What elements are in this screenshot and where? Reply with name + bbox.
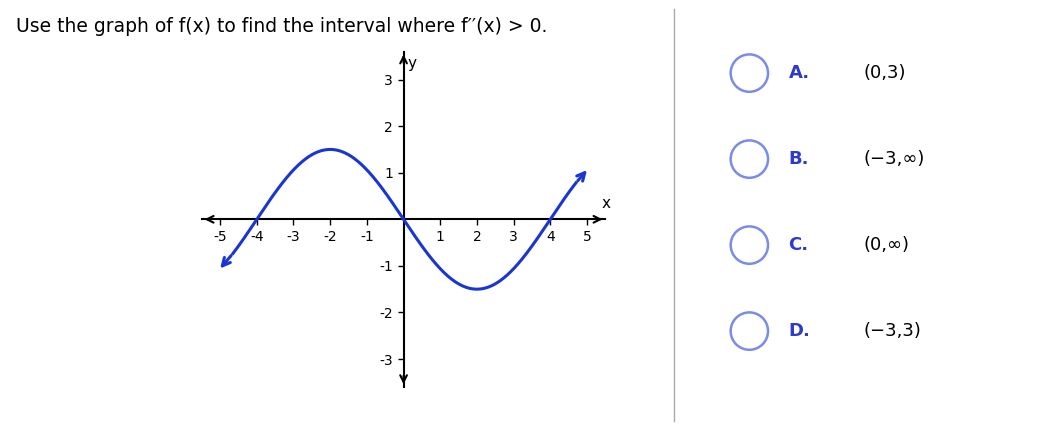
Text: (−3,∞): (−3,∞) bbox=[863, 150, 925, 168]
Text: y: y bbox=[408, 56, 417, 71]
Text: A.: A. bbox=[788, 64, 809, 82]
Text: (−3,3): (−3,3) bbox=[863, 322, 921, 340]
Text: (0,3): (0,3) bbox=[863, 64, 906, 82]
Text: (0,∞): (0,∞) bbox=[863, 236, 909, 254]
Text: C.: C. bbox=[788, 236, 808, 254]
Text: D.: D. bbox=[788, 322, 810, 340]
Text: Use the graph of f(x) to find the interval where f′′(x) > 0.: Use the graph of f(x) to find the interv… bbox=[16, 17, 547, 36]
Text: x: x bbox=[602, 196, 611, 211]
Text: B.: B. bbox=[788, 150, 809, 168]
